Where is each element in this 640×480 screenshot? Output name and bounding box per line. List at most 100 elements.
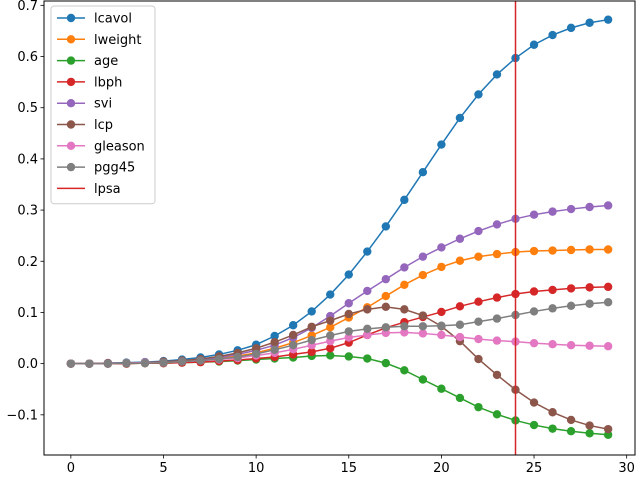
data-point-pgg45 xyxy=(455,320,465,329)
data-point-pgg45 xyxy=(196,356,205,365)
data-point-pgg45 xyxy=(492,314,502,323)
data-point-lweight xyxy=(418,270,428,280)
legend-label: lpsa xyxy=(94,182,121,197)
data-point-svi xyxy=(529,210,539,219)
data-point-lcp xyxy=(400,305,409,314)
data-point-lweight xyxy=(474,252,483,261)
y-axis: −0.1 0.0 0.1 0.2 0.3 0.4 0.5 0.6 0.7 xyxy=(6,0,44,423)
data-point-lcavol xyxy=(437,140,446,149)
data-point-pgg45 xyxy=(603,298,613,307)
x-axis: 0 5 10 15 20 25 30 xyxy=(67,455,635,476)
data-point-lcp xyxy=(585,421,594,430)
legend-item-svi: svi xyxy=(57,97,112,112)
data-point-pgg45 xyxy=(85,359,94,368)
data-point-lweight xyxy=(400,280,409,290)
data-point-age xyxy=(585,429,594,438)
x-tick-label: 5 xyxy=(159,461,167,476)
data-point-gleason xyxy=(603,342,613,351)
y-tick-label: 0.2 xyxy=(17,255,38,270)
y-tick-label: 0.5 xyxy=(17,101,38,116)
data-point-pgg45 xyxy=(140,358,150,368)
data-point-pgg45 xyxy=(437,321,446,330)
data-point-pgg45 xyxy=(159,358,168,367)
data-point-lcp xyxy=(363,305,372,314)
data-point-lcp xyxy=(381,302,391,312)
data-point-lweight xyxy=(585,245,594,254)
legend-label: svi xyxy=(94,97,112,112)
data-point-lcavol xyxy=(418,168,428,177)
legend-marker xyxy=(66,162,76,172)
data-point-svi xyxy=(400,263,409,272)
data-point-lbph xyxy=(326,344,335,353)
axes-frame xyxy=(43,0,636,456)
data-point-age xyxy=(400,366,409,375)
legend-marker xyxy=(66,56,76,65)
data-point-pgg45 xyxy=(288,341,298,350)
data-point-lbph xyxy=(474,297,483,306)
data-point-lcavol xyxy=(270,331,279,341)
data-point-svi xyxy=(455,234,465,243)
y-tick-label: 0.3 xyxy=(17,204,38,219)
y-tick-label: 0.6 xyxy=(17,50,38,65)
data-point-lweight xyxy=(492,249,502,259)
legend-box xyxy=(50,5,156,205)
x-tick-label: 30 xyxy=(618,461,635,476)
data-point-age xyxy=(344,352,353,361)
data-point-lcavol xyxy=(400,195,409,205)
legend-item-age: age xyxy=(57,54,118,69)
data-point-lcavol xyxy=(363,247,372,256)
data-point-lcp xyxy=(288,330,298,340)
data-point-gleason xyxy=(529,338,539,348)
data-point-lcavol xyxy=(492,70,502,79)
data-point-lcavol xyxy=(548,30,557,40)
data-point-lweight xyxy=(455,256,465,265)
data-point-lbph xyxy=(307,347,316,357)
legend-item-lbph: lbph xyxy=(57,75,122,90)
data-point-age xyxy=(566,427,576,436)
data-point-pgg45 xyxy=(363,324,372,334)
data-point-pgg45 xyxy=(418,322,428,331)
legend-label: lcavol xyxy=(94,12,132,27)
legend-marker xyxy=(66,35,76,44)
data-point-pgg45 xyxy=(400,322,409,331)
data-point-gleason xyxy=(437,330,446,340)
data-point-gleason xyxy=(548,339,557,349)
data-point-pgg45 xyxy=(251,349,261,359)
data-point-lcp xyxy=(566,415,576,425)
data-point-lcavol xyxy=(288,321,298,330)
data-point-pgg45 xyxy=(548,304,557,313)
data-point-lcavol xyxy=(529,40,539,49)
data-point-svi xyxy=(603,201,613,210)
data-point-lcp xyxy=(270,337,279,347)
legend-item-gleason: gleason xyxy=(57,139,145,154)
data-point-lcavol xyxy=(566,23,576,33)
data-point-lcp xyxy=(344,309,353,319)
data-point-svi xyxy=(566,204,576,214)
data-point-age xyxy=(326,351,335,360)
data-point-pgg45 xyxy=(566,301,576,310)
data-point-lcp xyxy=(603,424,613,434)
legend-item-lpsa: lpsa xyxy=(57,182,121,197)
data-point-lcp xyxy=(492,370,502,380)
data-point-lbph xyxy=(492,293,502,302)
data-point-lcp xyxy=(326,316,335,325)
data-point-pgg45 xyxy=(474,317,483,326)
data-point-age xyxy=(455,393,465,403)
y-tick-label: 0.7 xyxy=(17,0,38,14)
data-point-lcavol xyxy=(585,18,594,27)
data-point-lcavol xyxy=(326,290,335,299)
data-point-svi xyxy=(381,274,391,284)
data-point-lcp xyxy=(307,322,316,331)
data-point-pgg45 xyxy=(307,335,316,345)
data-point-lbph xyxy=(585,283,594,292)
x-tick-label: 10 xyxy=(248,461,265,476)
data-point-pgg45 xyxy=(214,354,224,364)
data-point-pgg45 xyxy=(103,359,113,368)
data-point-lweight xyxy=(437,262,446,272)
y-tick-label: −0.1 xyxy=(6,408,38,423)
data-point-svi xyxy=(548,207,557,216)
data-point-lweight xyxy=(548,246,557,255)
data-point-lcavol xyxy=(455,113,465,123)
data-point-pgg45 xyxy=(122,358,131,368)
data-point-gleason xyxy=(363,330,372,340)
